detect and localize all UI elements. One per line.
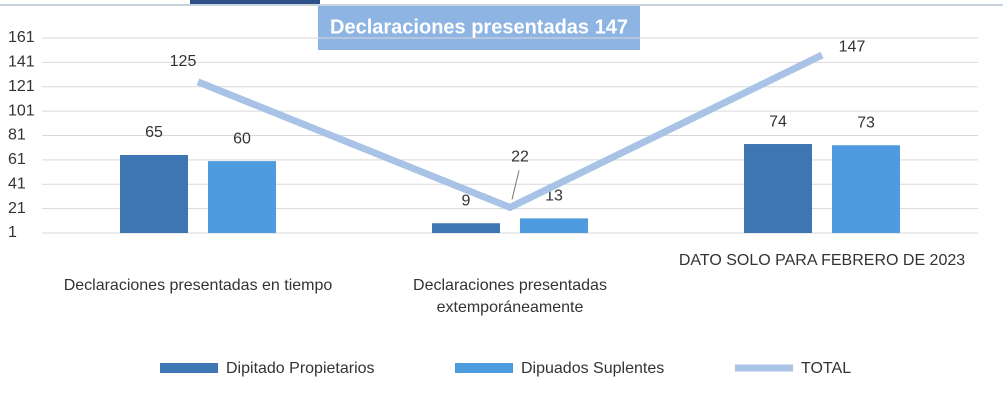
y-tick-label: 121 — [8, 78, 35, 95]
bar — [832, 145, 900, 233]
data-label: 9 — [462, 192, 471, 209]
y-tick-label: 61 — [8, 151, 26, 168]
title-box — [318, 6, 640, 50]
x-tick-label: Declaraciones presentadas en tiempo — [63, 277, 333, 294]
legend-swatch — [455, 363, 513, 373]
y-tick-label: 81 — [8, 127, 26, 144]
y-tick-label: 101 — [8, 102, 35, 119]
bar — [744, 144, 812, 233]
data-label: 65 — [145, 124, 163, 141]
data-label: 125 — [170, 53, 197, 70]
data-label: 60 — [233, 130, 251, 147]
y-tick-label: 21 — [8, 200, 26, 217]
data-label: 22 — [511, 149, 529, 166]
legend-swatch — [160, 363, 218, 373]
legend-label: Dipuados Suplentes — [521, 360, 664, 377]
bar — [432, 223, 500, 233]
chart-title: Declaraciones presentadas 147 — [330, 16, 628, 38]
x-tick-label: DATO SOLO PARA FEBRERO DE 2023 — [678, 252, 966, 269]
leader-line — [511, 170, 520, 200]
y-tick-label: 141 — [8, 54, 35, 71]
data-label: 73 — [857, 114, 875, 131]
legend-label: Dipitado Propietarios — [226, 360, 375, 377]
total-line — [196, 51, 824, 212]
bar — [208, 161, 276, 233]
top-decoration — [190, 0, 320, 5]
y-tick-label: 41 — [8, 175, 26, 192]
data-label: 147 — [839, 38, 866, 55]
bar — [120, 155, 188, 233]
legend-label: TOTAL — [801, 360, 851, 377]
y-tick-label: 1 — [8, 224, 17, 241]
data-label: 74 — [769, 113, 787, 130]
x-tick-label: Declaraciones presentadas extemporáneame… — [413, 277, 607, 316]
bar — [520, 218, 588, 233]
y-tick-label: 161 — [8, 29, 35, 46]
